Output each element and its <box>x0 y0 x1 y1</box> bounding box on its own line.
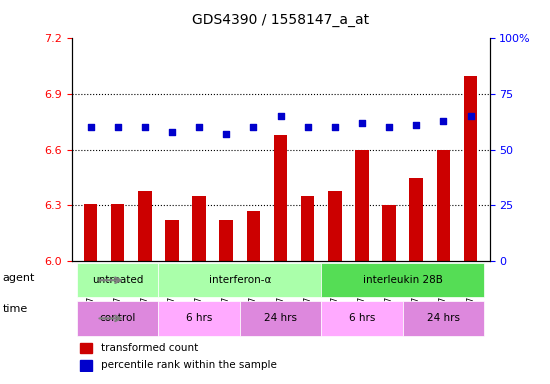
Point <box>113 124 122 131</box>
Point <box>412 122 421 128</box>
Bar <box>138 190 152 261</box>
Bar <box>409 177 423 261</box>
Point <box>384 124 393 131</box>
Text: 24 hrs: 24 hrs <box>264 313 297 323</box>
Point <box>222 131 230 137</box>
Point <box>86 124 95 131</box>
Text: untreated: untreated <box>92 275 144 285</box>
Point <box>331 124 339 131</box>
FancyBboxPatch shape <box>158 263 321 297</box>
Bar <box>80 343 92 353</box>
Bar <box>328 190 342 261</box>
Point <box>358 120 366 126</box>
Bar <box>192 196 206 261</box>
Text: agent: agent <box>3 273 35 283</box>
Text: GDS4390 / 1558147_a_at: GDS4390 / 1558147_a_at <box>192 13 370 27</box>
Point <box>168 129 177 135</box>
Point <box>466 113 475 119</box>
FancyBboxPatch shape <box>321 263 484 297</box>
FancyBboxPatch shape <box>403 301 484 336</box>
Text: 24 hrs: 24 hrs <box>427 313 460 323</box>
Point <box>303 124 312 131</box>
Text: interferon-α: interferon-α <box>208 275 271 285</box>
Text: time: time <box>3 304 28 314</box>
Bar <box>274 135 287 261</box>
Text: percentile rank within the sample: percentile rank within the sample <box>101 361 277 371</box>
Text: 6 hrs: 6 hrs <box>349 313 375 323</box>
Point <box>195 124 204 131</box>
Text: interleukin 28B: interleukin 28B <box>362 275 443 285</box>
Bar <box>437 150 450 261</box>
Bar <box>219 220 233 261</box>
FancyBboxPatch shape <box>77 263 158 297</box>
Point <box>439 118 448 124</box>
Bar <box>84 204 97 261</box>
Bar <box>382 205 396 261</box>
Text: 6 hrs: 6 hrs <box>186 313 212 323</box>
Bar <box>301 196 315 261</box>
Point <box>140 124 149 131</box>
Text: transformed count: transformed count <box>101 343 198 353</box>
Point <box>276 113 285 119</box>
Text: control: control <box>100 313 136 323</box>
FancyBboxPatch shape <box>158 301 240 336</box>
Bar <box>165 220 179 261</box>
Bar <box>80 360 92 371</box>
Bar <box>355 150 368 261</box>
FancyBboxPatch shape <box>240 301 321 336</box>
Bar <box>111 204 124 261</box>
Bar <box>246 211 260 261</box>
Bar <box>464 76 477 261</box>
Point <box>249 124 258 131</box>
FancyBboxPatch shape <box>321 301 403 336</box>
FancyBboxPatch shape <box>77 301 158 336</box>
